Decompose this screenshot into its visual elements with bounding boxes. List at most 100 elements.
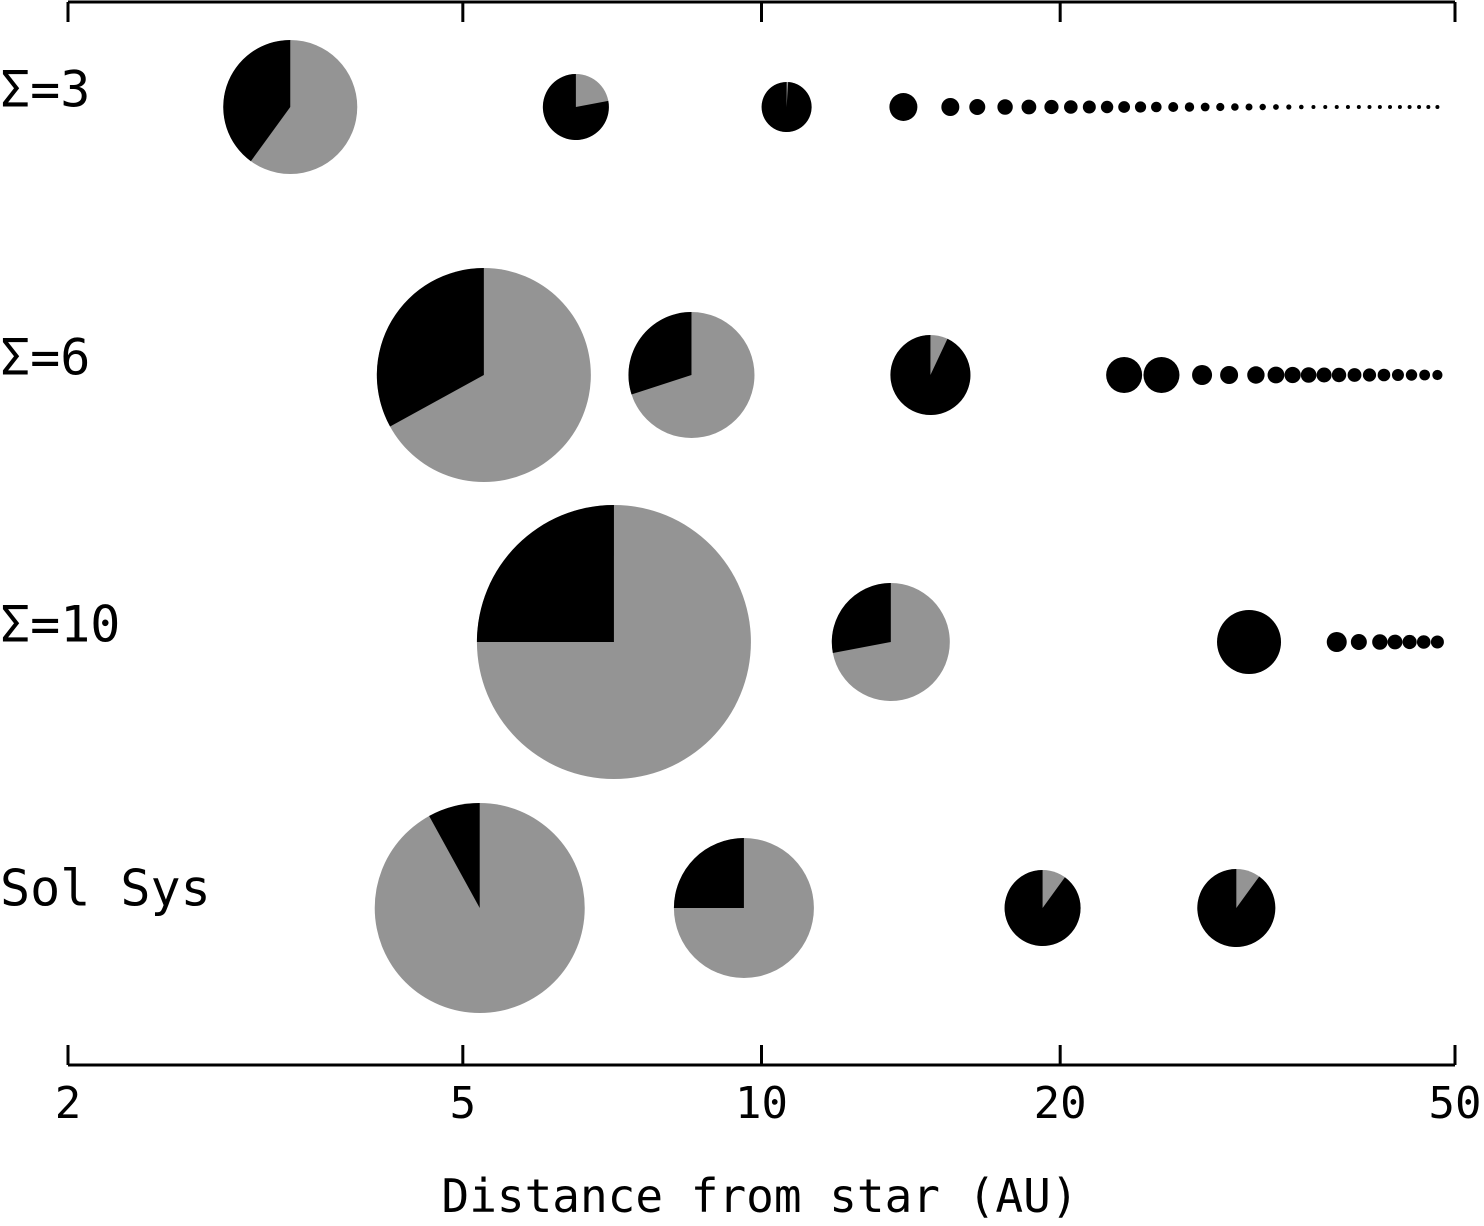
planet-marker	[1311, 105, 1316, 109]
x-tick-label: 10	[735, 1078, 788, 1129]
planet-marker	[1426, 105, 1431, 109]
x-tick-label: 20	[1034, 1078, 1087, 1129]
planet-marker	[1217, 610, 1282, 674]
planet-solid-disc	[941, 98, 960, 116]
row-labels: Σ=3 Σ=6 Σ=10 Sol Sys	[0, 61, 211, 918]
planet-solid-disc	[1419, 369, 1431, 381]
planet-marker	[673, 838, 814, 978]
planet-solid-disc	[1426, 105, 1431, 109]
planet-marker	[376, 268, 591, 482]
x-tick-label: 50	[1429, 1078, 1482, 1129]
planet-solid-disc	[1216, 102, 1225, 112]
planet-solid-disc	[1334, 105, 1339, 109]
planet-solid-disc	[1217, 610, 1282, 674]
planet-solid-disc	[1151, 101, 1162, 113]
planet-marker	[1273, 104, 1279, 110]
planet-marker	[1432, 369, 1443, 381]
planet-solid-disc	[1168, 102, 1179, 112]
planet-marker	[1134, 101, 1147, 113]
planet-solid-disc	[1100, 100, 1114, 114]
bottom-axis	[66, 1045, 1457, 1067]
planet-solid-disc	[1326, 632, 1347, 652]
planet-marker	[1391, 369, 1404, 381]
x-tick-label: 5	[450, 1078, 477, 1129]
planet-marker	[997, 99, 1013, 115]
row-label: Σ=6	[0, 329, 90, 387]
planet-marker	[1334, 105, 1339, 109]
planet-marker	[476, 505, 751, 779]
planet-solid-wedge	[1004, 870, 1081, 947]
planet-solid-disc	[1416, 635, 1431, 649]
planet-marker	[1245, 103, 1253, 111]
planet-marker	[1004, 870, 1081, 947]
planet-marker	[1407, 105, 1412, 109]
x-tick-label: 2	[55, 1078, 82, 1129]
planet-solid-wedge	[761, 82, 812, 132]
planet-solid-disc	[889, 93, 918, 121]
planet-solid-disc	[1192, 365, 1213, 385]
planet-marker	[1168, 102, 1179, 112]
planet-marker	[1367, 105, 1372, 109]
planet-solid-disc	[1377, 105, 1382, 109]
planet-marker	[1064, 100, 1078, 114]
top-axis	[66, 0, 1457, 22]
planet-marker	[1356, 105, 1361, 109]
planet-marker	[1377, 105, 1382, 109]
planet-marker	[1267, 366, 1285, 384]
planet-solid-wedge	[223, 40, 291, 162]
planet-marker	[1197, 869, 1276, 948]
planet-solid-disc	[1435, 105, 1440, 109]
planet-marker	[1200, 102, 1210, 112]
planet-marker	[1326, 632, 1347, 652]
planet-marker	[1044, 99, 1059, 115]
planet-solid-disc	[997, 99, 1013, 115]
planet-marker	[1402, 634, 1417, 650]
planet-marker	[1331, 367, 1347, 383]
planet-solid-disc	[1021, 99, 1037, 115]
planet-solid-disc	[1331, 367, 1347, 383]
planet-marker	[969, 99, 986, 115]
planet-marker	[1435, 105, 1440, 109]
planet-marker	[890, 335, 971, 415]
row-label: Σ=10	[0, 596, 120, 654]
planet-solid-disc	[1367, 105, 1372, 109]
planet-solid-disc	[1064, 100, 1078, 114]
planet-solid-disc	[1267, 366, 1285, 384]
planet-marker	[1220, 366, 1239, 384]
planet-solid-disc	[1430, 635, 1444, 649]
planet-solid-disc	[1200, 102, 1210, 112]
planet-solid-disc	[1082, 100, 1096, 114]
planet-marker	[831, 583, 950, 701]
planet-marker	[1416, 635, 1431, 649]
planet-solid-disc	[1284, 366, 1301, 384]
planet-marker	[1184, 102, 1195, 112]
planet-marker	[889, 93, 918, 121]
planet-solid-disc	[1259, 103, 1266, 111]
planet-marker	[1082, 100, 1096, 114]
planet-marker	[374, 803, 585, 1013]
planet-marker	[1347, 368, 1362, 382]
planet-solid-disc	[1362, 368, 1377, 382]
planet-solid-wedge	[890, 335, 971, 415]
planet-marker	[1151, 101, 1162, 113]
planet-solid-disc	[1391, 369, 1404, 381]
planet-solid-disc	[1323, 105, 1328, 109]
planet-marker	[761, 82, 812, 132]
planet-solid-wedge	[376, 268, 484, 427]
planet-marker	[1300, 367, 1317, 383]
planet-solid-disc	[1345, 105, 1350, 109]
planet-marker	[223, 40, 358, 174]
planet-solid-disc	[1417, 105, 1422, 109]
planet-marker	[1345, 105, 1350, 109]
planet-marker	[1405, 369, 1418, 381]
planet-marker	[1021, 99, 1037, 115]
plot-area	[223, 40, 1444, 1013]
planet-gas-disc	[374, 803, 585, 1013]
planet-marker	[1388, 105, 1393, 109]
planet-marker	[1216, 102, 1225, 112]
planet-solid-disc	[1286, 104, 1292, 110]
planet-marker	[1316, 367, 1332, 383]
planet-marker	[628, 312, 755, 438]
planet-solid-disc	[1231, 103, 1239, 111]
